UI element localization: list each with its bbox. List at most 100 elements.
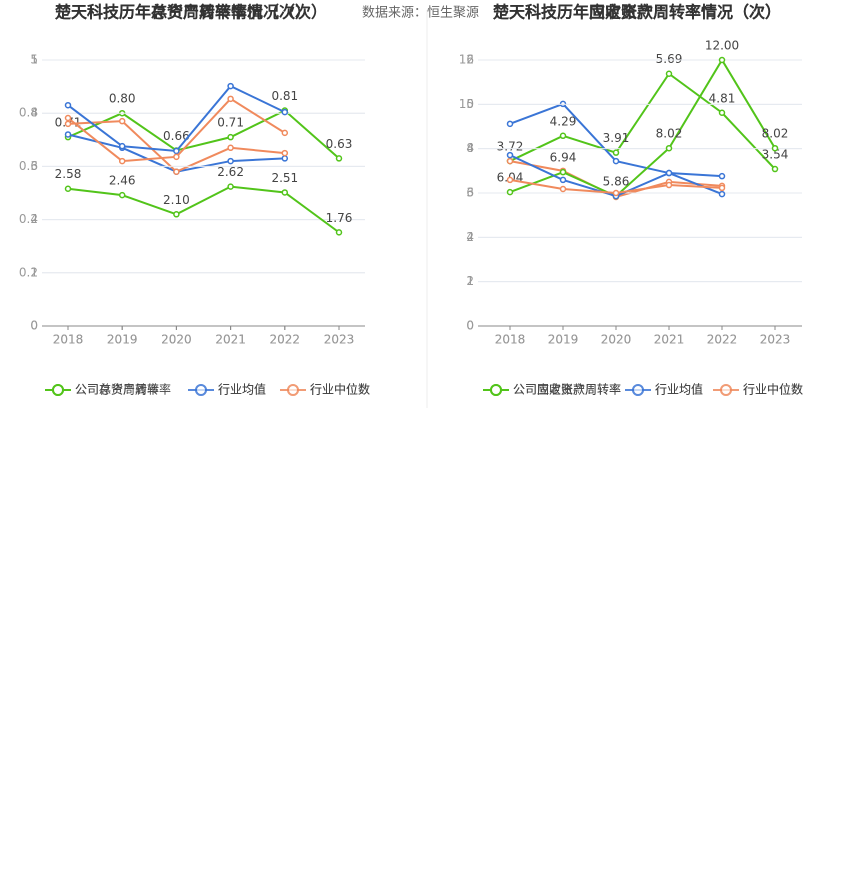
legend-marker bbox=[52, 384, 64, 396]
data-label: 0.80 bbox=[109, 92, 136, 106]
point bbox=[281, 189, 289, 196]
legend-label: 公司应收账款周转率 bbox=[513, 382, 621, 397]
point bbox=[771, 165, 779, 173]
point bbox=[227, 183, 234, 190]
point bbox=[718, 184, 726, 192]
y-tick-label: 8 bbox=[466, 141, 474, 155]
data-label: 2.58 bbox=[55, 167, 82, 181]
point bbox=[506, 120, 514, 128]
legend-label: 行业均值 bbox=[655, 382, 703, 397]
x-tick-label: 2020 bbox=[161, 333, 192, 347]
x-tick-label: 2022 bbox=[707, 333, 738, 347]
data-label: 3.72 bbox=[497, 140, 524, 154]
x-tick-label: 2018 bbox=[495, 333, 526, 347]
x-tick-label: 2023 bbox=[324, 333, 355, 347]
point bbox=[559, 176, 567, 184]
point bbox=[173, 153, 180, 161]
point bbox=[612, 149, 620, 156]
point bbox=[718, 172, 726, 180]
point bbox=[64, 131, 72, 138]
y-tick-label: 0 bbox=[466, 319, 474, 333]
y-tick-label: 0.8 bbox=[19, 106, 38, 120]
data-label: 5.69 bbox=[656, 52, 683, 66]
x-tick-label: 2019 bbox=[107, 333, 138, 347]
data-label: 0.63 bbox=[326, 137, 353, 151]
point bbox=[118, 157, 126, 165]
y-tick-label: 0.2 bbox=[19, 265, 38, 279]
point bbox=[173, 147, 180, 155]
data-label: 2.51 bbox=[271, 171, 298, 185]
data-label: 5.86 bbox=[603, 175, 630, 189]
legend-label: 行业均值 bbox=[655, 382, 703, 397]
legend-label: 公司存货周转率 bbox=[75, 382, 159, 397]
y-tick-label: 0 bbox=[466, 319, 474, 333]
legend-label: 行业均值 bbox=[218, 382, 266, 397]
point bbox=[281, 149, 289, 157]
point bbox=[612, 157, 620, 165]
data-label: 2.10 bbox=[163, 193, 190, 207]
point bbox=[118, 117, 126, 125]
y-tick-label: 2 bbox=[466, 230, 474, 244]
point bbox=[227, 82, 234, 90]
x-tick-label: 2022 bbox=[707, 333, 738, 347]
point bbox=[64, 185, 72, 192]
y-tick-label: 5 bbox=[466, 97, 474, 111]
x-tick-label: 2018 bbox=[495, 333, 526, 347]
chart-title: 楚天科技历年固定资产周转率情况（次） bbox=[493, 3, 781, 22]
point bbox=[227, 95, 234, 103]
point bbox=[118, 142, 126, 150]
x-tick-label: 2020 bbox=[601, 333, 632, 347]
x-tick-label: 2022 bbox=[270, 333, 301, 347]
point bbox=[64, 101, 72, 109]
data-label: 12.00 bbox=[705, 39, 739, 53]
series-line bbox=[509, 72, 776, 170]
legend-marker bbox=[720, 384, 732, 396]
point bbox=[665, 181, 673, 189]
point bbox=[718, 190, 726, 198]
point bbox=[506, 151, 514, 159]
data-label: 2.46 bbox=[109, 174, 136, 188]
legend-label: 行业中位数 bbox=[310, 382, 370, 397]
chart-title: 楚天科技历年存货周转率情况（次） bbox=[55, 3, 311, 22]
data-label: 8.02 bbox=[762, 127, 789, 141]
legend-label: 行业均值 bbox=[218, 382, 266, 397]
y-tick-label: 5 bbox=[30, 53, 38, 67]
data-label: 3.91 bbox=[603, 131, 630, 145]
point bbox=[335, 155, 343, 162]
data-label: 0.81 bbox=[271, 89, 298, 103]
point bbox=[771, 144, 779, 152]
point bbox=[718, 56, 726, 64]
point bbox=[335, 229, 343, 236]
x-tick-label: 2022 bbox=[270, 333, 301, 347]
x-tick-label: 2023 bbox=[760, 333, 791, 347]
y-tick-label: 1 bbox=[30, 265, 38, 279]
x-tick-label: 2023 bbox=[760, 333, 791, 347]
chart-title: 楚天科技历年总资产周转率情况（次） bbox=[55, 3, 327, 22]
point bbox=[118, 191, 126, 199]
data-source: 数据来源：恒生聚源 bbox=[362, 6, 479, 21]
point bbox=[173, 211, 180, 218]
y-tick-label: 6 bbox=[466, 53, 474, 67]
data-label: 0.71 bbox=[217, 116, 244, 130]
x-tick-label: 2021 bbox=[654, 333, 685, 347]
data-label: 4.29 bbox=[550, 114, 577, 128]
point bbox=[559, 168, 567, 176]
x-tick-label: 2021 bbox=[654, 333, 685, 347]
legend-marker bbox=[490, 384, 502, 396]
series-line bbox=[67, 185, 340, 234]
point bbox=[227, 157, 234, 165]
y-tick-label: 0 bbox=[30, 319, 38, 333]
legend-marker bbox=[195, 384, 207, 396]
x-tick-label: 2021 bbox=[215, 333, 246, 347]
y-tick-label: 3 bbox=[466, 186, 474, 200]
y-tick-label: 2 bbox=[30, 212, 38, 226]
point bbox=[665, 169, 673, 177]
data-label: 6.94 bbox=[550, 151, 577, 165]
legend-marker bbox=[632, 384, 644, 396]
x-tick-label: 2019 bbox=[107, 333, 138, 347]
point bbox=[281, 155, 289, 162]
x-tick-label: 2018 bbox=[53, 333, 84, 347]
x-tick-label: 2021 bbox=[215, 333, 246, 347]
